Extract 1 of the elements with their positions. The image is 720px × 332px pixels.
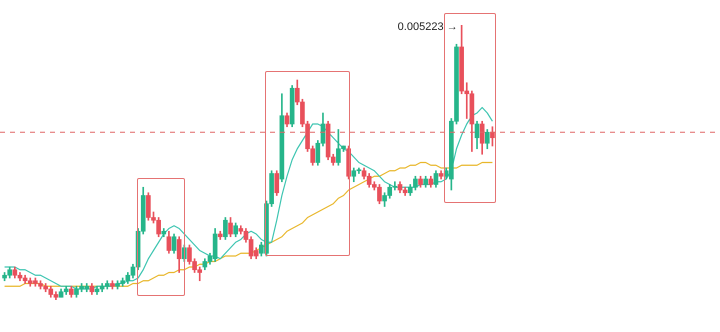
annotation: 0.005223 → [398, 21, 458, 34]
